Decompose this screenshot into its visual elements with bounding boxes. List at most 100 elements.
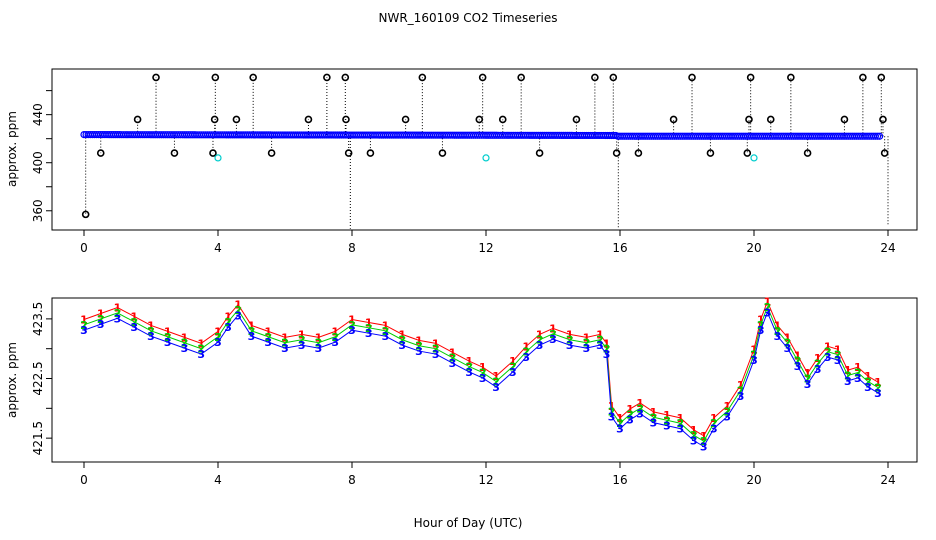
y-tick-label: 422.5 [31,361,45,395]
series-point: 2 [432,343,440,356]
series-point: 1 [398,328,406,341]
spike-point [210,115,219,124]
x-tick-label: 12 [478,241,493,255]
top-plot-frame [51,68,918,231]
series-point: 3 [479,372,487,385]
spike-point [787,73,795,82]
series-point: 2 [181,337,189,350]
series-point: 2 [764,301,772,314]
cyan-point [482,154,490,162]
series-point: 3 [234,309,242,322]
spike-point [877,73,886,82]
x-tick-label: 24 [880,241,895,255]
bottom-y-axis-label: approx. ppm [5,342,19,418]
series-point: 2 [824,346,832,359]
series-point: 2 [737,384,745,397]
series-point: 2 [566,334,574,347]
series-point: 3 [616,423,624,436]
x-tick-label: 20 [746,473,761,487]
series-point: 2 [465,361,473,374]
spike-point [211,73,220,82]
spike-point [669,115,678,124]
spike-point [706,149,715,157]
spike-point [401,115,410,124]
series-point: 2 [864,375,872,388]
series-point: 3 [750,354,758,367]
series-point: 3 [864,381,872,394]
series-point: 1 [700,430,708,443]
series-point: 2 [365,322,373,335]
spike-point [152,73,160,82]
x-tick-label: 8 [348,241,356,255]
series-point: 2 [479,367,487,380]
series-point: 2 [636,402,644,415]
series-point: 3 [690,435,698,448]
series-point: 1 [509,355,517,368]
series-point: 2 [757,319,765,332]
series-point: 1 [794,349,802,362]
series-point: 2 [97,313,105,326]
spike-point [634,149,643,157]
series-point: 2 [844,370,852,383]
series-point: 3 [663,420,671,433]
spike-point [572,115,581,124]
series-point: 1 [224,310,232,323]
chart-title: NWR_160109 CO2 Timeseries [379,11,558,25]
spike-point [96,149,105,157]
series-point: 2 [804,373,812,386]
series-point: 1 [164,325,172,338]
series-line [83,305,879,442]
x-tick-label: 16 [612,473,627,487]
spike-point [745,115,753,124]
series-point: 2 [522,346,530,359]
spike-point [475,115,484,124]
series-point: 2 [676,417,684,430]
spike-point [688,73,696,82]
y-tick-label: 400 [31,151,45,174]
series-point: 1 [723,400,731,413]
spike-point [267,149,276,157]
series-point: 2 [315,337,323,350]
series-point: 1 [626,403,634,416]
series-point: 3 [596,339,604,352]
series-point: 1 [690,424,698,437]
spike-point [418,73,427,82]
series-point: 2 [248,325,256,338]
x-axis-label: Hour of Day (UTC) [414,516,523,530]
series-point: 3 [824,351,832,364]
top-data-layer [80,73,889,229]
series-point: 3 [764,306,772,319]
series-point: 1 [636,397,644,410]
x-tick-label: 0 [80,473,88,487]
series-point: 1 [130,310,138,323]
series-point: 2 [398,334,406,347]
series-point: 2 [874,381,882,394]
series-point: 3 [723,411,731,424]
series-point: 2 [331,331,339,344]
series-point: 3 [164,336,172,349]
series-point: 2 [784,337,792,350]
spike-point [535,149,544,157]
series-point: 1 [757,313,765,326]
series-point: 3 [834,354,842,367]
series-point: 1 [97,308,105,321]
bottom-y-axis: 421.5 422.5 423.5 [31,302,52,455]
series-point: 1 [449,346,457,359]
series-point: 3 [650,417,658,430]
series-point: 3 [449,357,457,370]
series-point: 3 [784,342,792,355]
series-point: 3 [97,318,105,331]
series-point: 2 [234,304,242,317]
series-point: 1 [814,352,822,365]
series-point: 3 [432,348,440,361]
spike-point [591,73,599,82]
spike-point [840,115,849,124]
series-point: 2 [794,355,802,368]
series-point: 2 [723,405,731,418]
series-point: 3 [281,342,289,355]
series-point: 2 [549,328,557,341]
series-point: 3 [774,330,782,343]
spike-point [609,73,618,82]
series-point: 3 [566,339,574,352]
series-point: 1 [281,331,289,344]
